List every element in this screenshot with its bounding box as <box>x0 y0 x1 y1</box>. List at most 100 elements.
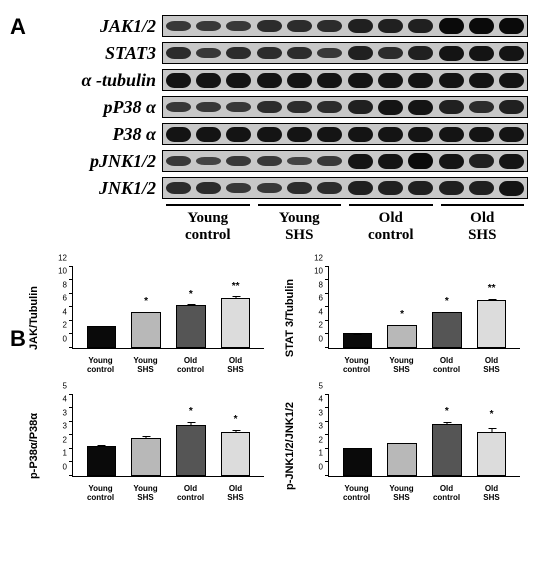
blot-band <box>257 183 282 193</box>
y-tick-label: 3 <box>55 408 67 417</box>
blot-band <box>196 21 221 31</box>
y-tick-label: 4 <box>55 395 67 404</box>
x-label: Oldcontrol <box>168 357 213 375</box>
blot-lane <box>193 97 223 117</box>
bar-wrap <box>124 395 169 476</box>
y-tick-label: 4 <box>311 395 323 404</box>
blot-band <box>317 127 342 142</box>
y-tick-label: 6 <box>311 294 323 303</box>
blot-band <box>226 47 251 58</box>
error-bar <box>402 325 403 326</box>
blot-lane <box>254 151 284 171</box>
blot-lane <box>315 151 345 171</box>
blot-lane <box>284 70 314 90</box>
blot-row: pJNK1/2 <box>38 149 528 173</box>
blot-band <box>439 100 464 113</box>
bar-wrap <box>79 395 124 476</box>
blot-lane <box>497 70 527 90</box>
y-tick-label: 0 <box>55 334 67 343</box>
blot-band <box>257 127 282 142</box>
blot-lane <box>497 124 527 144</box>
blot-band <box>439 127 464 142</box>
error-bar <box>491 428 492 433</box>
blot-band <box>287 157 312 165</box>
blot-band <box>499 46 524 61</box>
blot-lane <box>163 16 193 36</box>
error-bar <box>190 304 191 306</box>
panel-a: JAK1/2STAT3α -tubulinpP38 αP38 αpJNK1/2J… <box>38 14 528 245</box>
y-tick-label: 12 <box>55 253 67 262</box>
blot-lane <box>406 151 436 171</box>
x-labels: YoungcontrolYoungSHSOldcontrolOldSHS <box>328 357 520 375</box>
group-label: Youngcontrol <box>162 210 254 245</box>
blot-lane <box>193 151 223 171</box>
blot-band <box>469 101 494 112</box>
blot-label: STAT3 <box>38 43 162 64</box>
blot-band <box>439 154 464 169</box>
blot-band <box>439 46 464 61</box>
error-bar <box>235 430 236 433</box>
bar <box>343 448 373 476</box>
bar-wrap: ** <box>469 267 514 348</box>
y-tick-label: 5 <box>55 381 67 390</box>
blot-lane <box>224 97 254 117</box>
blot-lane <box>284 124 314 144</box>
blot-lane <box>375 43 405 63</box>
error-bar <box>357 448 358 449</box>
blot-lane <box>163 70 193 90</box>
blot-band <box>378 19 403 32</box>
blot-lane <box>375 151 405 171</box>
bar-wrap <box>380 395 425 476</box>
y-tick-label: 2 <box>55 435 67 444</box>
blot-lane <box>254 43 284 63</box>
blot-band <box>226 183 251 193</box>
blot-band <box>408 127 433 142</box>
y-tick-label: 8 <box>55 280 67 289</box>
x-label: Youngcontrol <box>334 485 379 503</box>
error-bar <box>146 312 147 313</box>
y-tick-label: 0 <box>311 334 323 343</box>
y-axis-label: JAK/Tubulin <box>28 286 40 350</box>
blot-label: α -tubulin <box>38 70 162 91</box>
blot-band <box>348 46 373 59</box>
blot-band <box>317 156 342 166</box>
x-label: Oldcontrol <box>168 485 213 503</box>
blot-lane <box>254 97 284 117</box>
blot-row: STAT3 <box>38 41 528 65</box>
blot-band <box>166 156 191 166</box>
blot-lane <box>254 70 284 90</box>
y-tick-label: 12 <box>311 253 323 262</box>
blot-strip <box>162 96 528 118</box>
blot-lane <box>163 97 193 117</box>
blot-band <box>226 102 251 112</box>
blot-band <box>469 181 494 194</box>
plot-area: 024681012**** <box>72 267 264 349</box>
blot-band <box>317 73 342 88</box>
error-bar <box>491 299 492 301</box>
x-label: Youngcontrol <box>334 357 379 375</box>
y-tick-label: 0 <box>311 462 323 471</box>
blot-lane <box>466 151 496 171</box>
bar-wrap <box>79 267 124 348</box>
blot-lane <box>345 97 375 117</box>
error-bar <box>235 296 236 298</box>
blot-band <box>226 127 251 142</box>
blot-lane <box>193 70 223 90</box>
blot-band <box>499 181 524 196</box>
blot-lane <box>466 124 496 144</box>
error-bar <box>146 436 147 440</box>
blot-band <box>378 73 403 88</box>
blot-strip <box>162 123 528 145</box>
x-label: YoungSHS <box>379 357 424 375</box>
blot-band <box>287 73 312 88</box>
y-tick-label: 5 <box>311 381 323 390</box>
blot-band <box>408 153 433 170</box>
blot-lane <box>284 97 314 117</box>
blot-lane <box>497 16 527 36</box>
bar-chart: STAT 3/Tubulin024681012****YoungcontrolY… <box>296 263 526 373</box>
blot-strip <box>162 15 528 37</box>
blot-label: pP38 α <box>38 97 162 118</box>
blot-band <box>469 46 494 61</box>
group-line <box>166 204 250 206</box>
blot-lane <box>193 43 223 63</box>
